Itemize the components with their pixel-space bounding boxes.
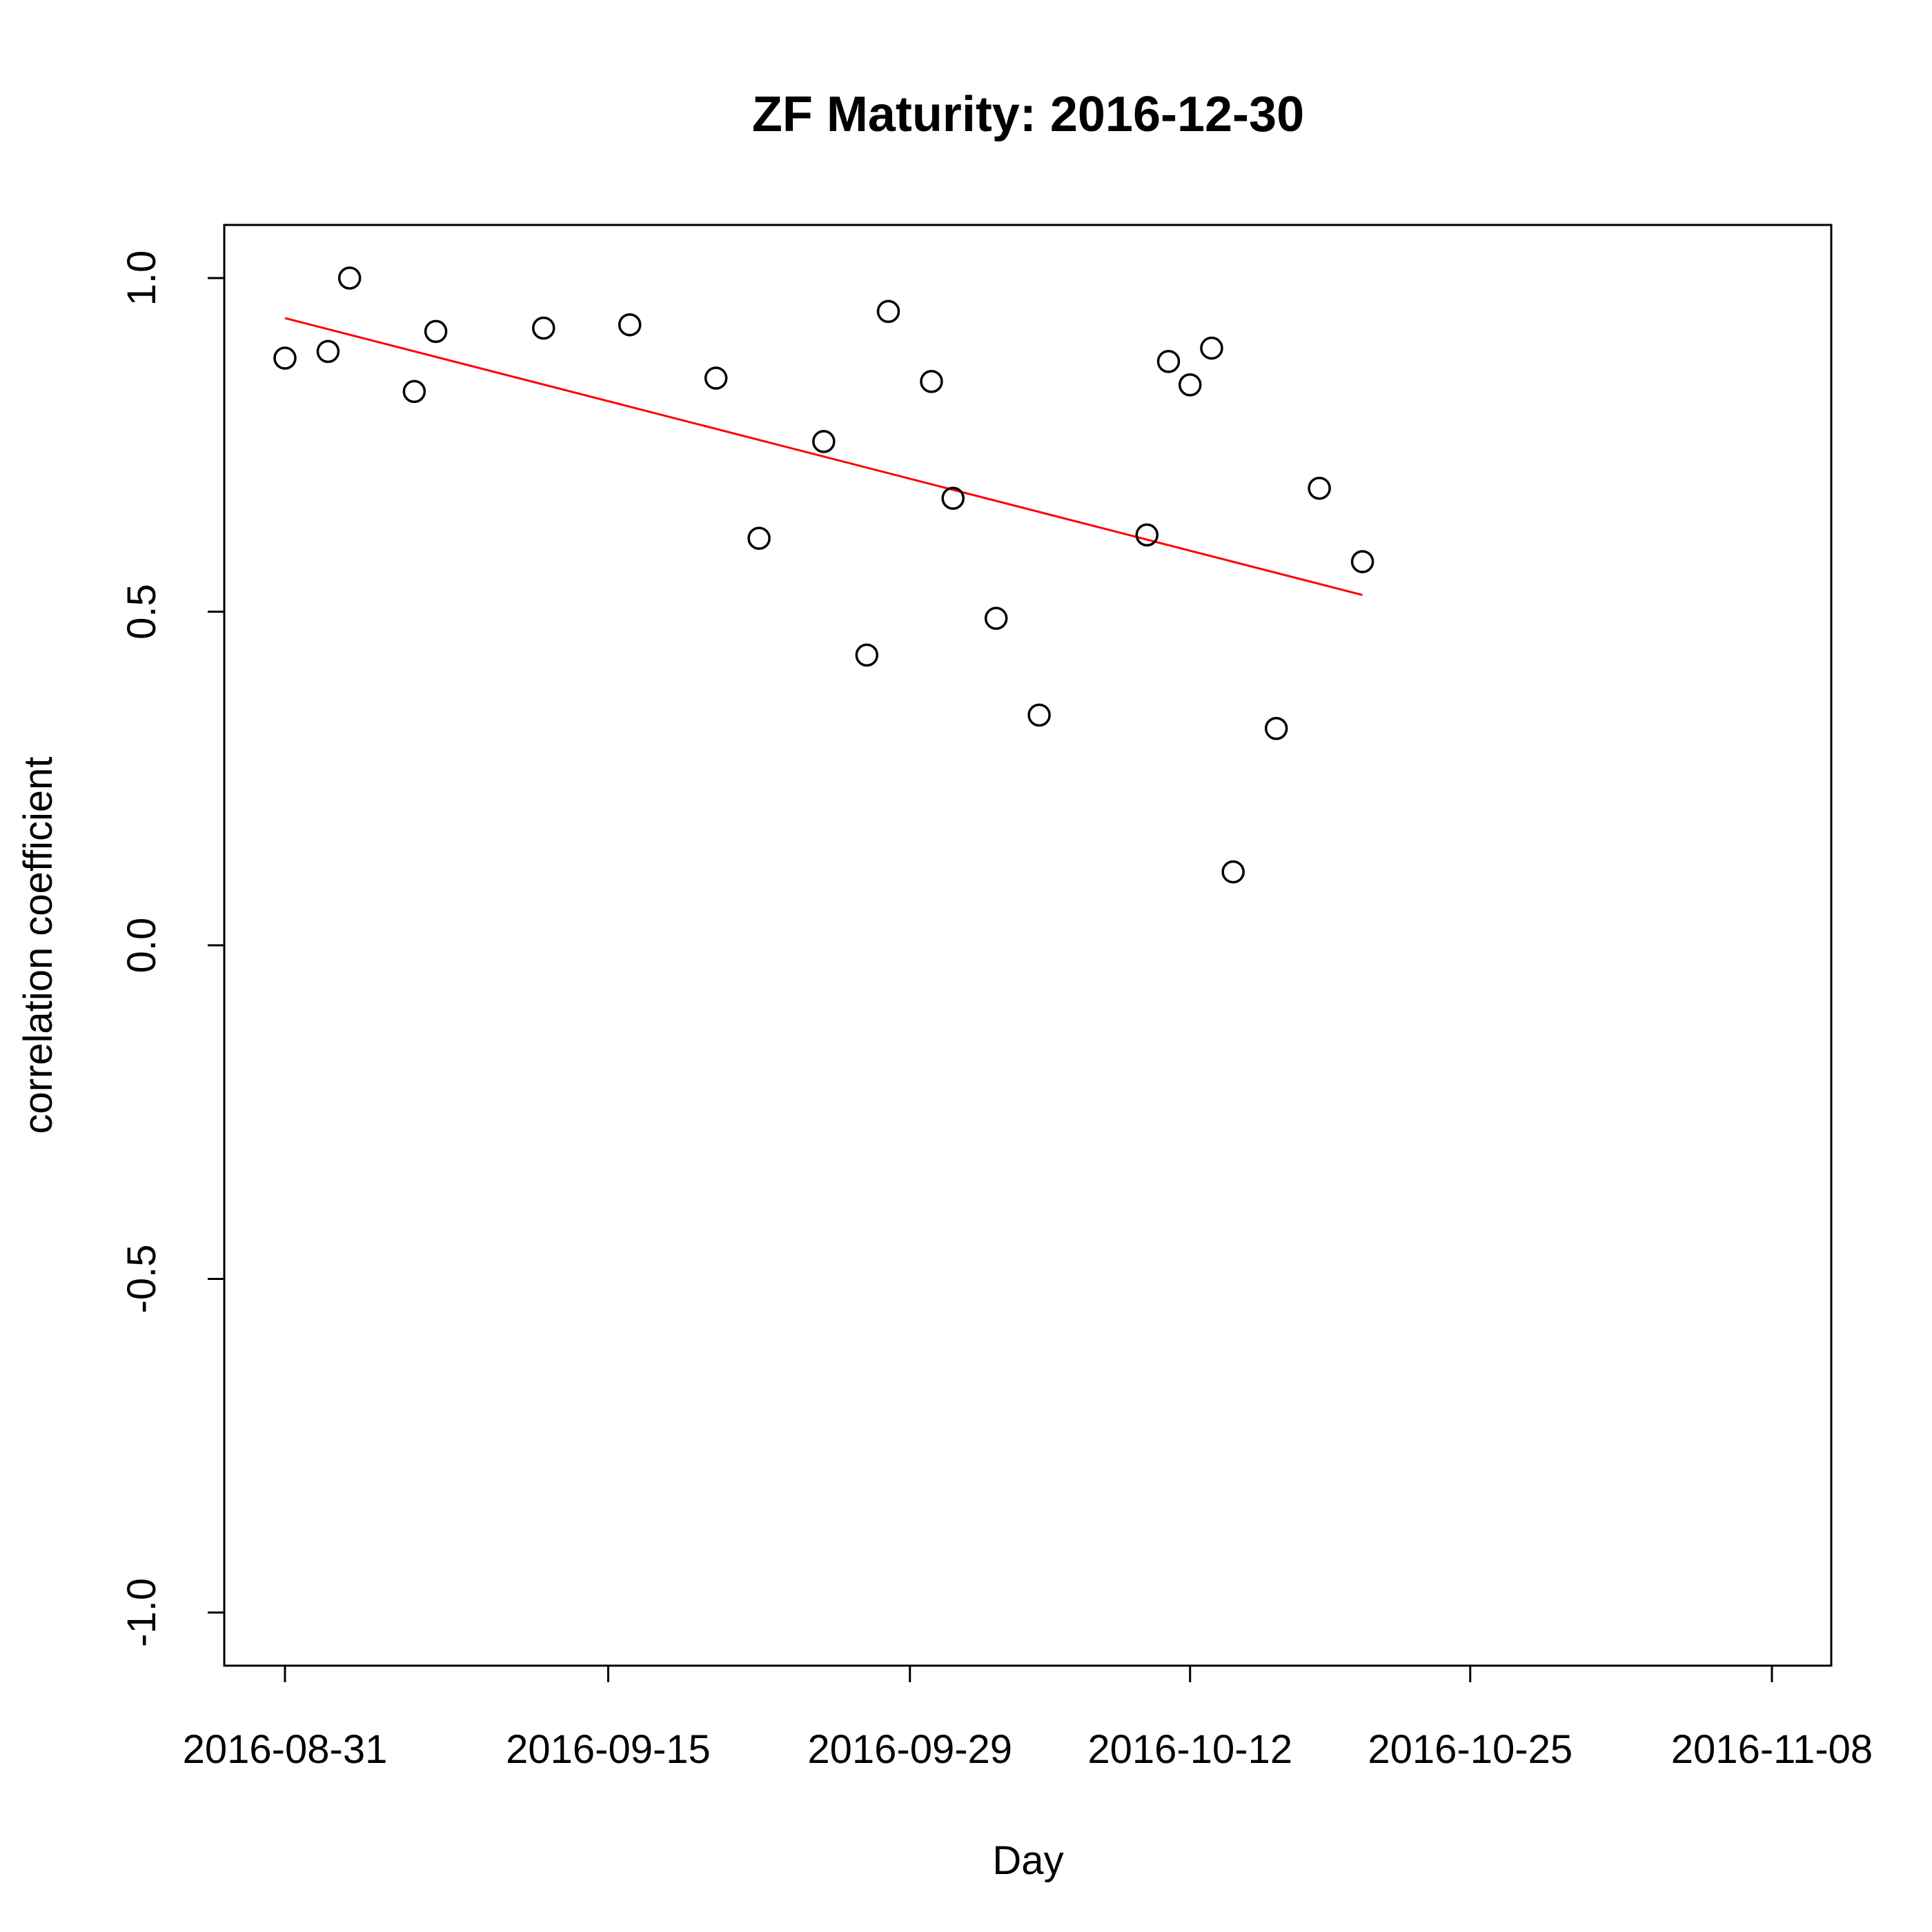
data-point: [337, 266, 362, 290]
data-point: [1178, 373, 1202, 397]
data-point: [1308, 476, 1331, 500]
data-point: [1027, 703, 1051, 727]
x-tick-label: 2016-08-31: [183, 1727, 388, 1772]
y-tick-label: -1.0: [119, 1578, 164, 1647]
data-point: [1200, 336, 1223, 360]
y-tick-label: 1.0: [119, 250, 164, 306]
data-point: [273, 346, 297, 370]
x-tick-label: 2016-11-08: [1671, 1727, 1873, 1772]
data-point: [1221, 860, 1245, 884]
data-point: [920, 370, 943, 393]
data-point: [424, 319, 448, 344]
data-point: [402, 379, 426, 404]
data-point: [747, 526, 771, 550]
y-tick-label: -0.5: [119, 1245, 164, 1314]
y-tick-label: 0.5: [119, 584, 164, 640]
x-tick-label: 2016-09-15: [506, 1727, 711, 1772]
data-point: [1350, 550, 1374, 573]
data-point: [812, 430, 836, 453]
plot-frame: [223, 224, 1833, 1667]
data-points: [273, 266, 1374, 884]
trend-line: [284, 317, 1363, 596]
data-point: [1156, 350, 1181, 373]
data-point: [1135, 523, 1159, 547]
x-axis: 2016-08-31 2016-09-15 2016-09-29 2016-10-12…: [183, 1664, 1873, 1772]
y-tick-label: 0.0: [119, 918, 164, 974]
x-tick-label: 2016-10-25: [1368, 1727, 1573, 1772]
data-point: [316, 339, 340, 364]
data-point: [704, 366, 728, 390]
x-tick-label: 2016-09-29: [807, 1727, 1012, 1772]
data-point: [1264, 716, 1288, 740]
data-point: [618, 313, 642, 337]
data-point: [532, 316, 555, 340]
data-point: [941, 486, 965, 510]
chart-title: ZF Maturity: 2016-12-30: [752, 87, 1304, 142]
x-axis-label: Day: [992, 1838, 1063, 1883]
data-point: [984, 607, 1008, 630]
x-tick-label: 2016-10-12: [1087, 1727, 1292, 1772]
trend-line-group: [284, 317, 1363, 596]
data-point: [855, 643, 879, 667]
data-point: [876, 299, 900, 324]
y-axis: -1.0 -0.5 0.0 0.5 1.0: [119, 250, 226, 1647]
y-axis-label: correlation coefficient: [16, 756, 61, 1134]
